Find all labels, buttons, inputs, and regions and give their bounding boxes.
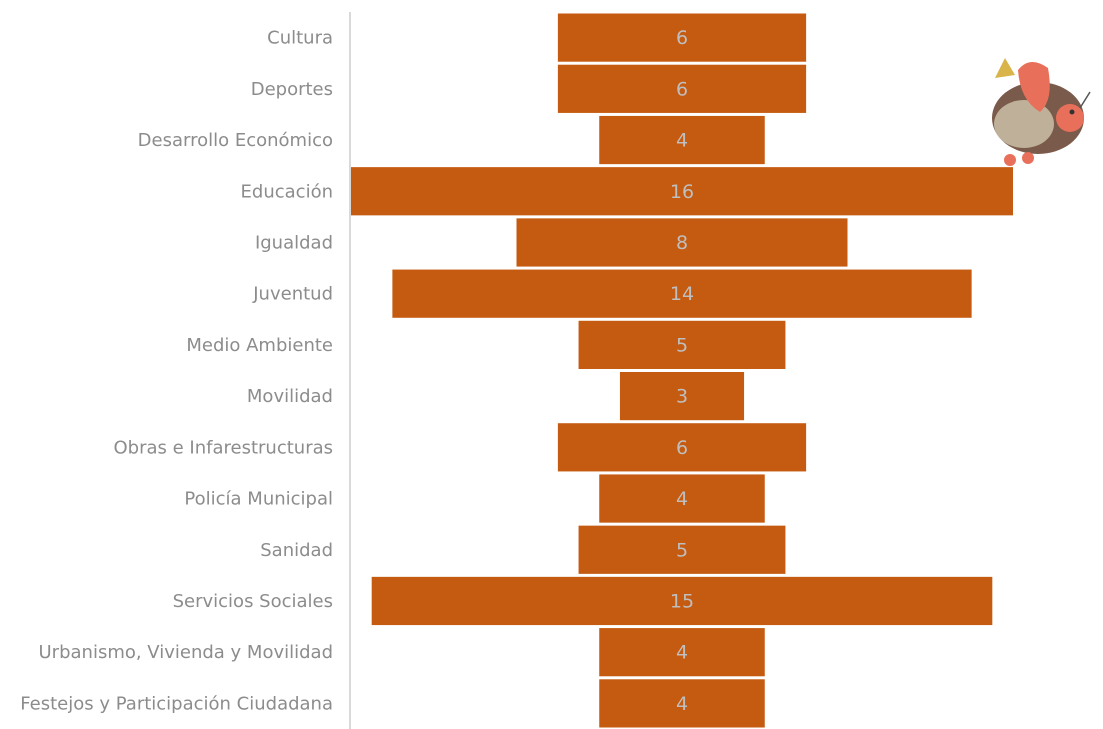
value-label: 4 — [676, 693, 688, 715]
value-label: 15 — [670, 590, 694, 612]
value-label: 14 — [670, 283, 694, 305]
value-label: 6 — [676, 78, 688, 100]
category-label: Servicios Sociales — [173, 591, 333, 612]
category-label: Movilidad — [247, 386, 333, 407]
value-label: 16 — [670, 181, 694, 203]
category-label: Juventud — [252, 284, 333, 305]
value-label: 5 — [676, 539, 688, 561]
category-label: Cultura — [267, 28, 333, 49]
category-label: Igualdad — [255, 232, 333, 253]
category-label: Educación — [241, 181, 333, 202]
value-label: 4 — [676, 488, 688, 510]
value-label: 3 — [676, 386, 688, 408]
category-label: Sanidad — [260, 540, 333, 561]
category-label: Festejos y Participación Ciudadana — [20, 693, 333, 714]
category-label: Desarrollo Económico — [138, 130, 333, 151]
bird-decoration — [992, 58, 1090, 166]
value-label: 4 — [676, 642, 688, 664]
category-label: Urbanismo, Vivienda y Movilidad — [39, 642, 334, 663]
value-label: 6 — [676, 27, 688, 49]
value-label: 5 — [676, 334, 688, 356]
value-label: 4 — [676, 130, 688, 152]
chart: Cultura 6 Deportes 6 Desarrollo Económico 4 Ed… — [0, 0, 1103, 729]
category-label: Medio Ambiente — [186, 335, 333, 356]
category-label: Policía Municipal — [184, 489, 333, 510]
value-label: 6 — [676, 437, 688, 459]
category-label: Obras e Infarestructuras — [114, 437, 334, 458]
category-label: Deportes — [251, 79, 333, 100]
value-label: 8 — [676, 232, 688, 254]
